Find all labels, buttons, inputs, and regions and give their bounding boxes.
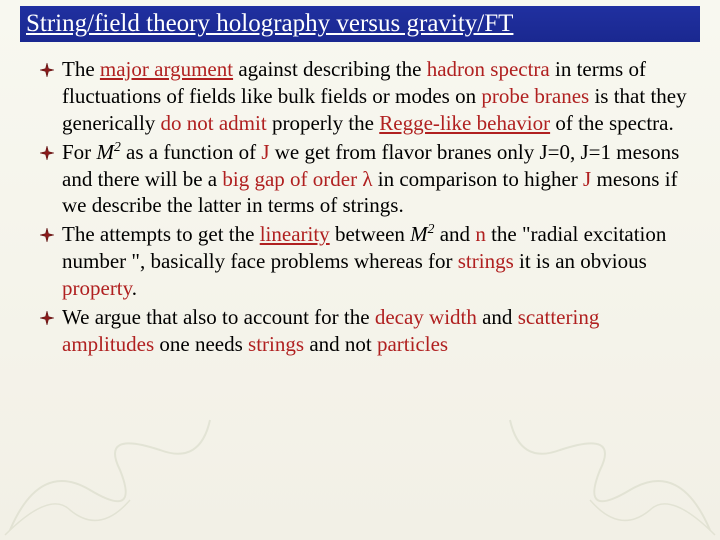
slide-title: String/field theory holography versus gr… (26, 10, 513, 38)
bullet-star-icon (40, 146, 54, 160)
highlight-text: Regge-like behavior (379, 111, 550, 135)
bullet-item: The attempts to get the linearity betwee… (40, 221, 690, 302)
highlight-text: decay width (375, 305, 477, 329)
highlight-text: n (475, 222, 486, 246)
body-text: and (477, 305, 518, 329)
highlight-text: big gap of order λ (222, 167, 372, 191)
decoration-swirl-left (0, 400, 220, 540)
body-text: We argue that also to account for the (62, 305, 375, 329)
highlight-text: property (62, 276, 132, 300)
bullet-star-icon (40, 311, 54, 325)
bullet-text: The attempts to get the linearity betwee… (62, 221, 690, 302)
title-bar: String/field theory holography versus gr… (20, 6, 700, 42)
bullet-item: We argue that also to account for the de… (40, 304, 690, 358)
highlight-text: J (583, 167, 591, 191)
highlight-text: J (261, 140, 269, 164)
highlight-text: hadron spectra (427, 57, 550, 81)
highlight-text: strings (458, 249, 514, 273)
body-text: one needs (154, 332, 248, 356)
body-text: of the spectra. (550, 111, 674, 135)
body-text: The attempts to get the (62, 222, 260, 246)
body-text: between (330, 222, 410, 246)
body-text: properly the (267, 111, 380, 135)
bullet-star-icon (40, 228, 54, 242)
bullet-text: We argue that also to account for the de… (62, 304, 690, 358)
highlight-text: do not admit (161, 111, 267, 135)
highlight-text: major argument (100, 57, 233, 81)
bullet-star-icon (40, 63, 54, 77)
body-text: as a function of (121, 140, 262, 164)
body-text: . (132, 276, 137, 300)
decoration-swirl-right (500, 400, 720, 540)
formula-m-squared: M2 (410, 222, 434, 246)
slide: String/field theory holography versus gr… (0, 0, 720, 540)
bullet-item: For M2 as a function of J we get from fl… (40, 139, 690, 220)
slide-body: The major argument against describing th… (40, 56, 690, 360)
body-text: The (62, 57, 100, 81)
body-text: For (62, 140, 96, 164)
bullet-text: The major argument against describing th… (62, 56, 690, 137)
formula-m-squared: M2 (96, 140, 120, 164)
highlight-text: particles (377, 332, 448, 356)
highlight-text: probe branes (481, 84, 589, 108)
body-text: and not (304, 332, 377, 356)
bullet-text: For M2 as a function of J we get from fl… (62, 139, 690, 220)
highlight-text: strings (248, 332, 304, 356)
body-text: it is an obvious (514, 249, 647, 273)
highlight-text: linearity (260, 222, 330, 246)
body-text: in comparison to higher (373, 167, 584, 191)
body-text: and (434, 222, 475, 246)
body-text: against describing the (233, 57, 427, 81)
bullet-item: The major argument against describing th… (40, 56, 690, 137)
